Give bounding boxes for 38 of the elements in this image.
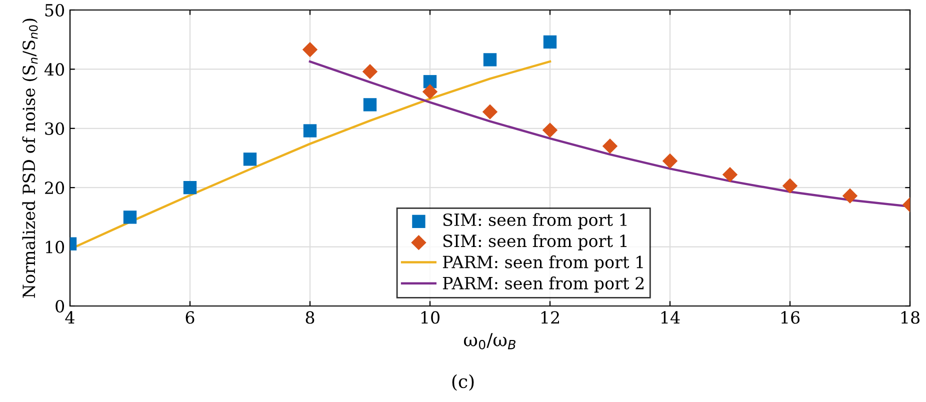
point <box>542 122 558 138</box>
point <box>302 42 318 58</box>
y-axis-title: Normalized PSD of noise (S$_{n}$/S$_{n0}$) <box>22 18 38 298</box>
point <box>543 35 557 49</box>
legend-label: PARM: seen from port 1 <box>442 255 643 272</box>
point <box>422 84 438 100</box>
legend-label: SIM: seen from port 1 <box>443 234 627 250</box>
point <box>842 188 858 204</box>
point <box>363 98 377 112</box>
x-tick-label: 6 <box>186 311 194 324</box>
y-tick-label: 10 <box>46 240 64 254</box>
legend-label: PARM: seen from port 2 <box>442 276 644 293</box>
x-tick-label: 18 <box>901 311 920 324</box>
point <box>303 124 317 138</box>
point <box>123 210 137 224</box>
y-tick-label: 0 <box>56 300 64 313</box>
y-tick-label: 40 <box>44 63 64 76</box>
y-tick-label: 30 <box>45 122 64 135</box>
point <box>483 53 497 66</box>
x-tick-label: 8 <box>306 311 314 324</box>
point <box>722 166 738 182</box>
x-tick-label: 10 <box>421 311 440 324</box>
x-tick-label: 14 <box>661 311 680 324</box>
point <box>362 64 378 80</box>
y-tick-label: 50 <box>45 4 64 17</box>
legend-label: SIM: seen from port 1 <box>443 213 627 230</box>
x-tick-label: 16 <box>781 311 800 324</box>
y-tick-label: 20 <box>45 182 64 194</box>
x-tick-label: 4 <box>65 311 74 324</box>
point <box>782 178 798 194</box>
point <box>243 152 257 166</box>
point <box>662 153 678 169</box>
text: (c) <box>452 374 474 391</box>
x-tick-label: 12 <box>541 311 559 324</box>
point <box>602 138 618 154</box>
x-axis-title: ω$_{0}$/ω$_{B}$ <box>464 333 516 350</box>
point <box>482 104 498 120</box>
point <box>183 181 197 194</box>
